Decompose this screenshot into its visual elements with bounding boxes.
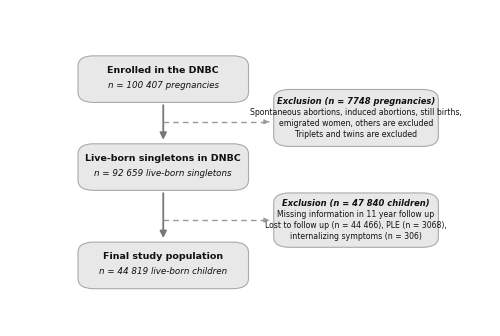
Text: Missing information in 11 year follow up: Missing information in 11 year follow up	[278, 210, 434, 219]
Text: Exclusion (n = 47 840 children): Exclusion (n = 47 840 children)	[282, 199, 430, 208]
FancyBboxPatch shape	[274, 193, 438, 247]
FancyBboxPatch shape	[78, 242, 248, 289]
FancyBboxPatch shape	[78, 144, 248, 191]
Text: internalizing symptoms (n = 306): internalizing symptoms (n = 306)	[290, 232, 422, 241]
Text: Exclusion (n = 7748 pregnancies): Exclusion (n = 7748 pregnancies)	[277, 97, 435, 106]
Text: Triplets and twins are excluded: Triplets and twins are excluded	[295, 130, 417, 139]
Text: n = 44 819 live-born children: n = 44 819 live-born children	[99, 267, 228, 277]
Text: n = 100 407 pregnancies: n = 100 407 pregnancies	[108, 81, 219, 90]
FancyBboxPatch shape	[78, 56, 248, 102]
Text: Live-born singletons in DNBC: Live-born singletons in DNBC	[86, 154, 241, 163]
Text: n = 92 659 live-born singletons: n = 92 659 live-born singletons	[94, 169, 232, 178]
Text: Enrolled in the DNBC: Enrolled in the DNBC	[108, 66, 219, 75]
Text: Lost to follow up (n = 44 466), PLE (n = 3068),: Lost to follow up (n = 44 466), PLE (n =…	[265, 221, 447, 230]
FancyBboxPatch shape	[274, 89, 438, 146]
Text: Spontaneous abortions, induced abortions, still births,: Spontaneous abortions, induced abortions…	[250, 108, 462, 117]
Text: Final study population: Final study population	[103, 252, 224, 261]
Text: emigrated women, others are excluded: emigrated women, others are excluded	[279, 119, 433, 128]
